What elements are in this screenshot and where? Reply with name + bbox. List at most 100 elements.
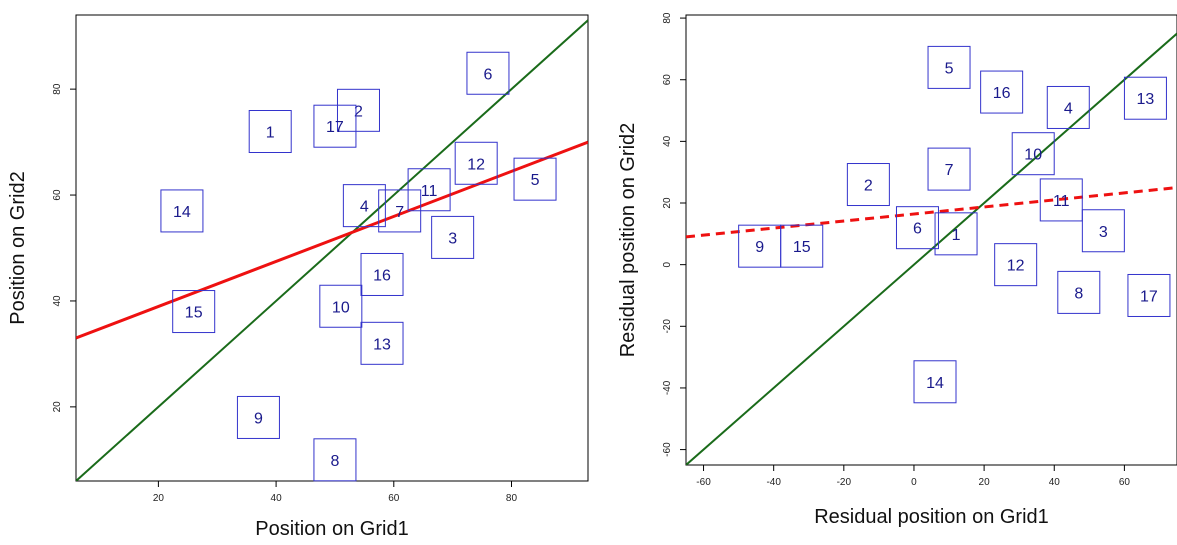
point-label: 4 <box>1064 100 1073 117</box>
point-box <box>160 189 204 233</box>
point-9: 9 <box>738 224 782 268</box>
point-label: 7 <box>395 204 404 221</box>
point-label: 1 <box>266 125 275 142</box>
point-box <box>172 290 216 334</box>
y-tick-label: 80 <box>52 83 63 95</box>
x-tick-label: 40 <box>1049 477 1061 488</box>
point-label: 17 <box>326 119 344 136</box>
point-label: 4 <box>360 199 369 216</box>
point-6: 6 <box>895 206 939 250</box>
x-tick-label: 0 <box>911 477 917 488</box>
point-2: 2 <box>846 163 890 207</box>
point-14: 14 <box>913 360 957 404</box>
point-box <box>927 147 971 191</box>
point-box <box>1081 209 1125 253</box>
x-tick-label: -20 <box>837 477 852 488</box>
y-tick-label: 0 <box>662 261 673 267</box>
point-11: 11 <box>1039 178 1083 222</box>
identity-line <box>76 19 588 481</box>
point-label: 16 <box>373 267 391 284</box>
y-tick-label: 20 <box>52 401 63 413</box>
point-label: 2 <box>864 178 873 195</box>
y-tick-label: 60 <box>52 189 63 201</box>
point-box <box>934 212 978 256</box>
x-tick-label: -40 <box>766 477 781 488</box>
point-14: 14 <box>160 189 204 233</box>
point-box <box>1046 85 1090 129</box>
point-8: 8 <box>1057 270 1101 314</box>
point-12: 12 <box>994 243 1038 287</box>
point-box <box>1039 178 1083 222</box>
point-15: 15 <box>172 290 216 334</box>
x-tick-label: -60 <box>696 477 711 488</box>
point-box <box>336 88 380 132</box>
point-box <box>1057 270 1101 314</box>
point-box <box>1123 76 1167 120</box>
point-box <box>913 360 957 404</box>
point-8: 8 <box>313 438 357 482</box>
point-box <box>980 70 1024 114</box>
point-box <box>431 215 475 259</box>
x-axis-title: Residual position on Grid1 <box>814 506 1049 528</box>
point-label: 15 <box>793 239 811 256</box>
y-tick-label: 40 <box>662 135 673 147</box>
point-12: 12 <box>454 141 498 185</box>
point-box <box>319 284 363 328</box>
point-label: 9 <box>254 410 263 427</box>
point-4: 4 <box>342 184 386 228</box>
point-box <box>1011 132 1055 176</box>
y-tick-label: 60 <box>662 74 673 86</box>
point-box <box>407 168 451 212</box>
point-label: 11 <box>421 183 438 200</box>
point-label: 16 <box>993 85 1011 102</box>
point-label: 14 <box>173 204 191 221</box>
point-2: 2 <box>336 88 380 132</box>
point-5: 5 <box>927 45 971 89</box>
point-label: 3 <box>448 230 457 247</box>
point-box <box>313 104 357 148</box>
point-9: 9 <box>236 395 280 439</box>
point-7: 7 <box>927 147 971 191</box>
point-label: 5 <box>945 60 954 77</box>
fit-lines <box>686 32 1177 465</box>
y-axis-title: Residual position on Grid2 <box>617 123 639 358</box>
x-tick-label: 60 <box>1119 477 1131 488</box>
x-tick-label: 40 <box>271 493 283 504</box>
point-box <box>513 157 557 201</box>
x-tick-label: 20 <box>979 477 991 488</box>
x-axis-title: Position on Grid1 <box>255 518 408 540</box>
y-tick-label: 40 <box>52 295 63 307</box>
x-tick-label: 60 <box>388 493 400 504</box>
point-10: 10 <box>1011 132 1055 176</box>
point-11: 11 <box>407 168 451 212</box>
point-label: 7 <box>945 162 954 179</box>
point-box <box>846 163 890 207</box>
y-tick-label: -20 <box>662 319 673 334</box>
point-13: 13 <box>1123 76 1167 120</box>
point-label: 10 <box>1024 147 1042 164</box>
point-box <box>360 321 404 365</box>
identity-line <box>686 32 1177 465</box>
point-label: 8 <box>330 453 339 470</box>
point-17: 17 <box>313 104 357 148</box>
y-tick-label: -40 <box>662 380 673 395</box>
point-4: 4 <box>1046 85 1090 129</box>
point-15: 15 <box>780 224 824 268</box>
point-label: 2 <box>354 103 363 120</box>
point-label: 11 <box>1053 193 1070 210</box>
point-box <box>466 51 510 95</box>
x-tick-label: 20 <box>153 493 165 504</box>
point-label: 10 <box>332 299 350 316</box>
point-label: 14 <box>926 375 944 392</box>
plot-frame <box>685 14 1177 466</box>
point-label: 12 <box>1007 258 1025 275</box>
point-box <box>454 141 498 185</box>
point-label: 13 <box>1137 91 1155 108</box>
point-box <box>927 45 971 89</box>
point-box <box>248 110 292 153</box>
point-box <box>313 438 357 482</box>
point-label: 17 <box>1140 288 1158 305</box>
point-10: 10 <box>319 284 363 328</box>
point-box <box>895 206 939 250</box>
